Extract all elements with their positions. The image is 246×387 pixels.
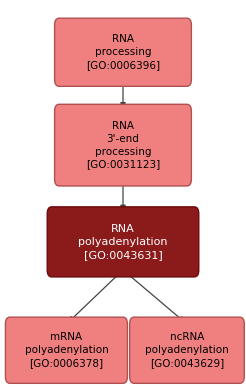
- FancyBboxPatch shape: [55, 104, 191, 186]
- Text: RNA
processing
[GO:0006396]: RNA processing [GO:0006396]: [86, 34, 160, 70]
- FancyBboxPatch shape: [55, 18, 191, 86]
- FancyBboxPatch shape: [5, 317, 127, 383]
- FancyBboxPatch shape: [130, 317, 244, 383]
- Text: RNA
polyadenylation
[GO:0043631]: RNA polyadenylation [GO:0043631]: [78, 224, 168, 260]
- Text: ncRNA
polyadenylation
[GO:0043629]: ncRNA polyadenylation [GO:0043629]: [145, 332, 229, 368]
- FancyBboxPatch shape: [47, 207, 199, 277]
- Text: mRNA
polyadenylation
[GO:0006378]: mRNA polyadenylation [GO:0006378]: [25, 332, 108, 368]
- Text: RNA
3'-end
processing
[GO:0031123]: RNA 3'-end processing [GO:0031123]: [86, 121, 160, 170]
